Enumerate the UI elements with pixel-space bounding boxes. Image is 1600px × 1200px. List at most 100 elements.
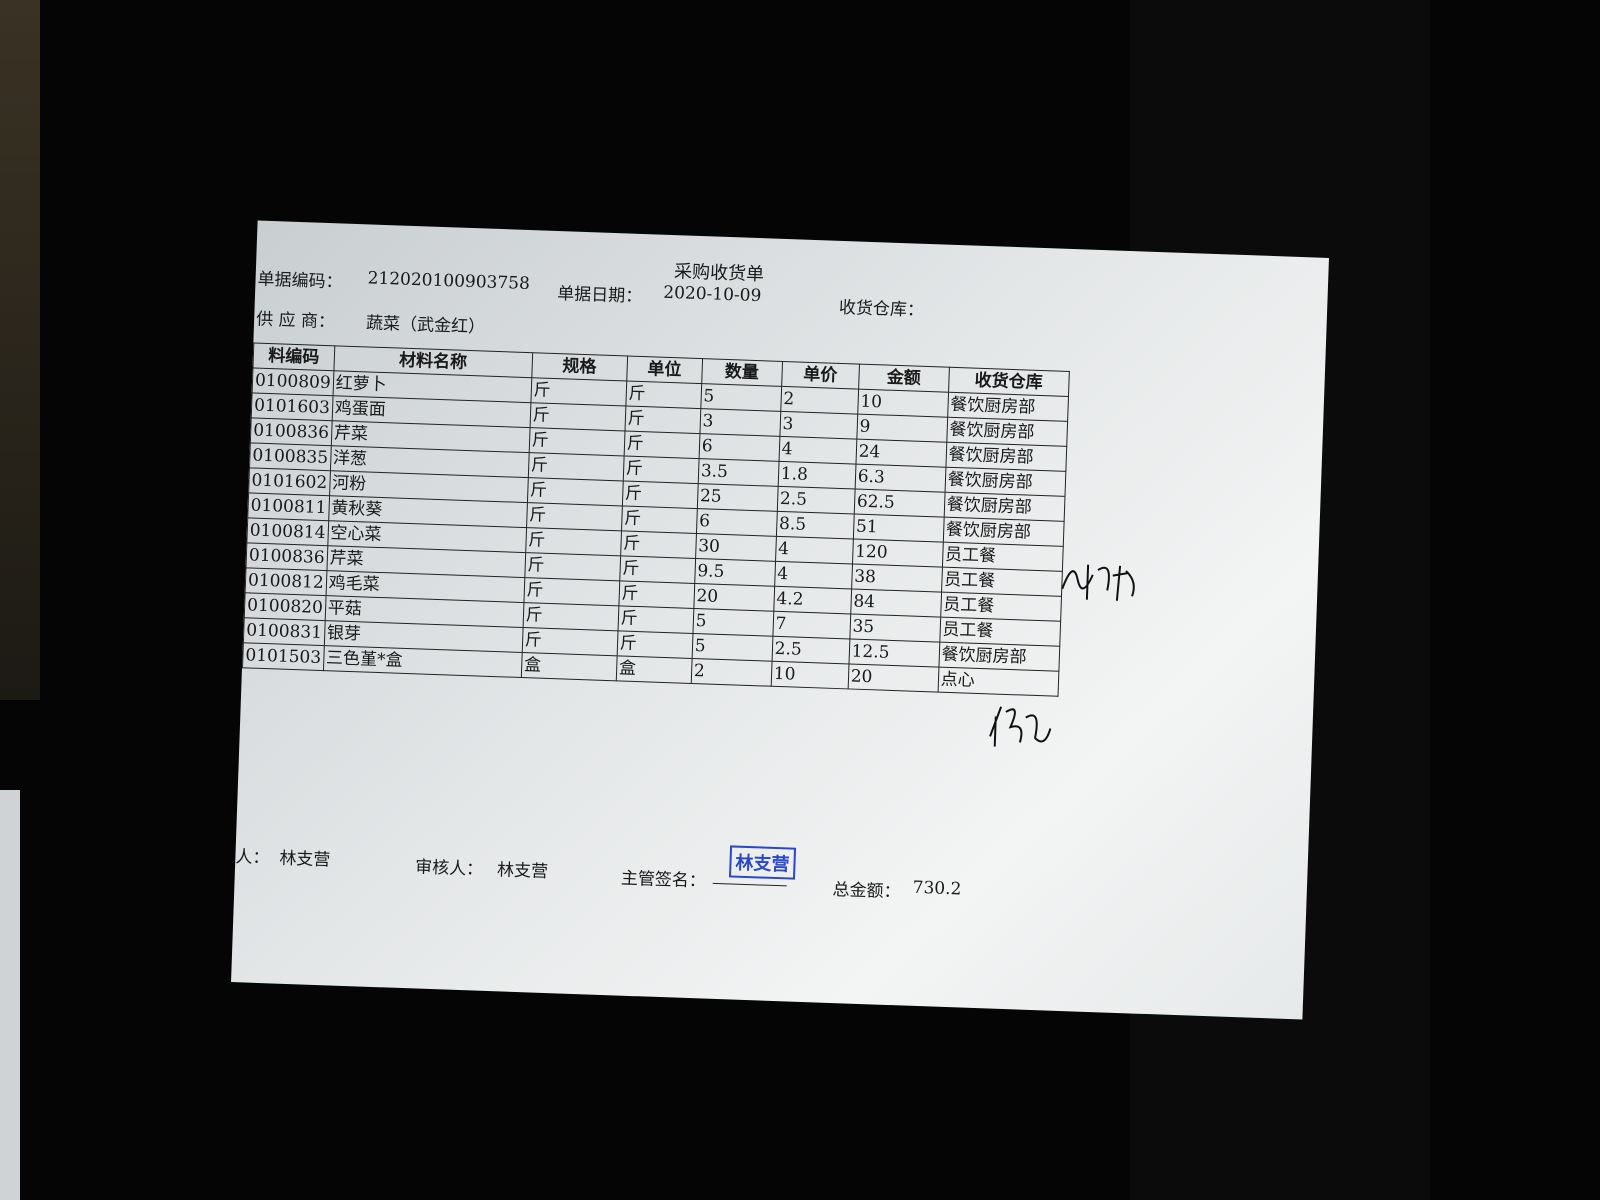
table-cell: 0100835 <box>249 442 332 471</box>
table-cell: 20 <box>847 663 939 693</box>
table-cell: 斤 <box>529 402 626 431</box>
table-cell: 斤 <box>521 627 618 656</box>
table-cell: 5 <box>691 633 773 662</box>
column-header: 单位 <box>626 356 703 384</box>
table-cell: 斤 <box>530 377 627 406</box>
table-cell: 盒 <box>521 652 617 681</box>
table-cell: 0100820 <box>244 592 326 621</box>
table-cell: 24 <box>855 439 947 468</box>
column-header: 料编码 <box>252 342 335 371</box>
table-cell: 0100836 <box>245 542 328 571</box>
doc-no: 212020100903758 <box>367 268 531 295</box>
table-cell: 斤 <box>528 427 625 456</box>
table-cell: 25 <box>697 483 778 512</box>
table-cell: 4 <box>775 536 854 564</box>
reviewer: 林支营 <box>496 860 549 883</box>
table-cell: 5 <box>700 383 782 412</box>
table-cell: 0101503 <box>242 642 325 671</box>
background-wood <box>0 0 40 700</box>
handwritten-signature <box>1061 564 1135 601</box>
warehouse-label: 收货仓库： <box>838 297 925 321</box>
doc-no-label: 单据编码： <box>257 269 343 293</box>
table-cell: 9.5 <box>694 558 776 587</box>
table-cell: 3 <box>779 411 858 440</box>
table-cell: 盒 <box>615 655 692 684</box>
table-cell: 斤 <box>616 630 693 659</box>
table-cell: 斤 <box>621 505 698 534</box>
table-cell: 斤 <box>622 480 698 509</box>
table-cell: 62.5 <box>853 489 945 518</box>
table-cell: 0101603 <box>251 392 333 421</box>
date-label: 单据日期： <box>556 284 643 307</box>
table-cell: 0100812 <box>245 567 327 596</box>
maker: 林支营 <box>279 848 331 871</box>
table-cell: 斤 <box>624 405 701 434</box>
table-cell: 2.5 <box>777 486 855 515</box>
table-cell: 0100811 <box>247 492 330 521</box>
table-cell: 6 <box>696 508 778 537</box>
table-cell: 2.5 <box>771 636 850 664</box>
table-cell: 4 <box>774 561 853 589</box>
table-cell: 3 <box>699 408 781 437</box>
table-cell: 斤 <box>528 452 624 481</box>
table-cell: 0100809 <box>252 367 334 396</box>
table-cell: 120 <box>852 539 944 568</box>
manager-label: 主管签名： <box>620 868 707 892</box>
table-cell: 51 <box>853 514 944 543</box>
background-strip <box>0 790 20 1200</box>
table-cell: 20 <box>693 583 775 612</box>
table-cell: 9 <box>856 414 948 443</box>
table-cell: 12.5 <box>848 638 940 668</box>
maker-label: 人： <box>235 847 270 869</box>
table-cell: 6 <box>698 433 780 462</box>
table-cell: 0100836 <box>250 417 332 446</box>
table-cell: 0100831 <box>243 617 325 646</box>
signature-line <box>712 882 787 887</box>
column-header: 单价 <box>781 361 860 390</box>
table-cell: 斤 <box>618 580 695 609</box>
handwritten-initials <box>989 706 1052 747</box>
table-cell: 6.3 <box>854 464 946 493</box>
table-cell: 84 <box>850 588 942 618</box>
table-cell: 7 <box>772 611 851 639</box>
total-amount: 730.2 <box>912 877 962 900</box>
items-table: 料编码 材料名称 规格 单位 数量 单价 金额 收货仓库 0100809 红萝卜斤斤 5 2 10 餐饮… <box>242 342 1070 697</box>
receipt-paper: 采购收货单 单据编码： 212020100903758 单据日期： 2020-1… <box>231 220 1329 1020</box>
table-cell: 3.5 <box>697 458 779 487</box>
table-cell: 2 <box>690 658 772 687</box>
table-cell: 0100814 <box>246 517 329 546</box>
table-cell: 30 <box>695 533 777 562</box>
table-cell: 斤 <box>619 555 696 584</box>
supplier-label: 供 应 商： <box>255 309 336 333</box>
column-header: 规格 <box>531 352 628 381</box>
table-cell: 斤 <box>522 602 619 631</box>
table-cell: 8.5 <box>776 511 854 540</box>
date: 2020-10-09 <box>663 282 762 307</box>
table-cell: 斤 <box>622 455 699 484</box>
reviewer-label: 审核人： <box>414 857 484 880</box>
table-cell: 斤 <box>617 605 694 634</box>
table-cell: 4.2 <box>773 586 852 614</box>
table-cell: 38 <box>851 563 943 593</box>
supplier: 蔬菜（武金红） <box>365 313 486 338</box>
table-cell: 斤 <box>620 530 697 559</box>
table-cell: 斤 <box>524 552 621 581</box>
name-stamp: 林支营 <box>728 845 797 880</box>
table-cell: 4 <box>778 436 857 465</box>
table-cell: 5 <box>692 608 774 637</box>
table-cell: 0101602 <box>248 467 331 496</box>
total-label: 总金额： <box>832 880 901 903</box>
table-cell: 2 <box>780 386 859 415</box>
table-cell: 斤 <box>527 477 623 506</box>
table-cell: 10 <box>857 389 949 418</box>
column-header: 数量 <box>701 358 783 387</box>
table-cell: 斤 <box>525 527 622 556</box>
table-cell: 1.8 <box>777 461 856 490</box>
table-cell: 斤 <box>523 577 620 606</box>
table-cell: 斤 <box>625 380 702 409</box>
doc-title: 采购收货单 <box>673 261 765 286</box>
table-cell: 斤 <box>623 430 700 459</box>
table-cell: 10 <box>770 661 849 689</box>
table-cell: 35 <box>849 613 941 643</box>
table-cell: 斤 <box>526 502 623 531</box>
